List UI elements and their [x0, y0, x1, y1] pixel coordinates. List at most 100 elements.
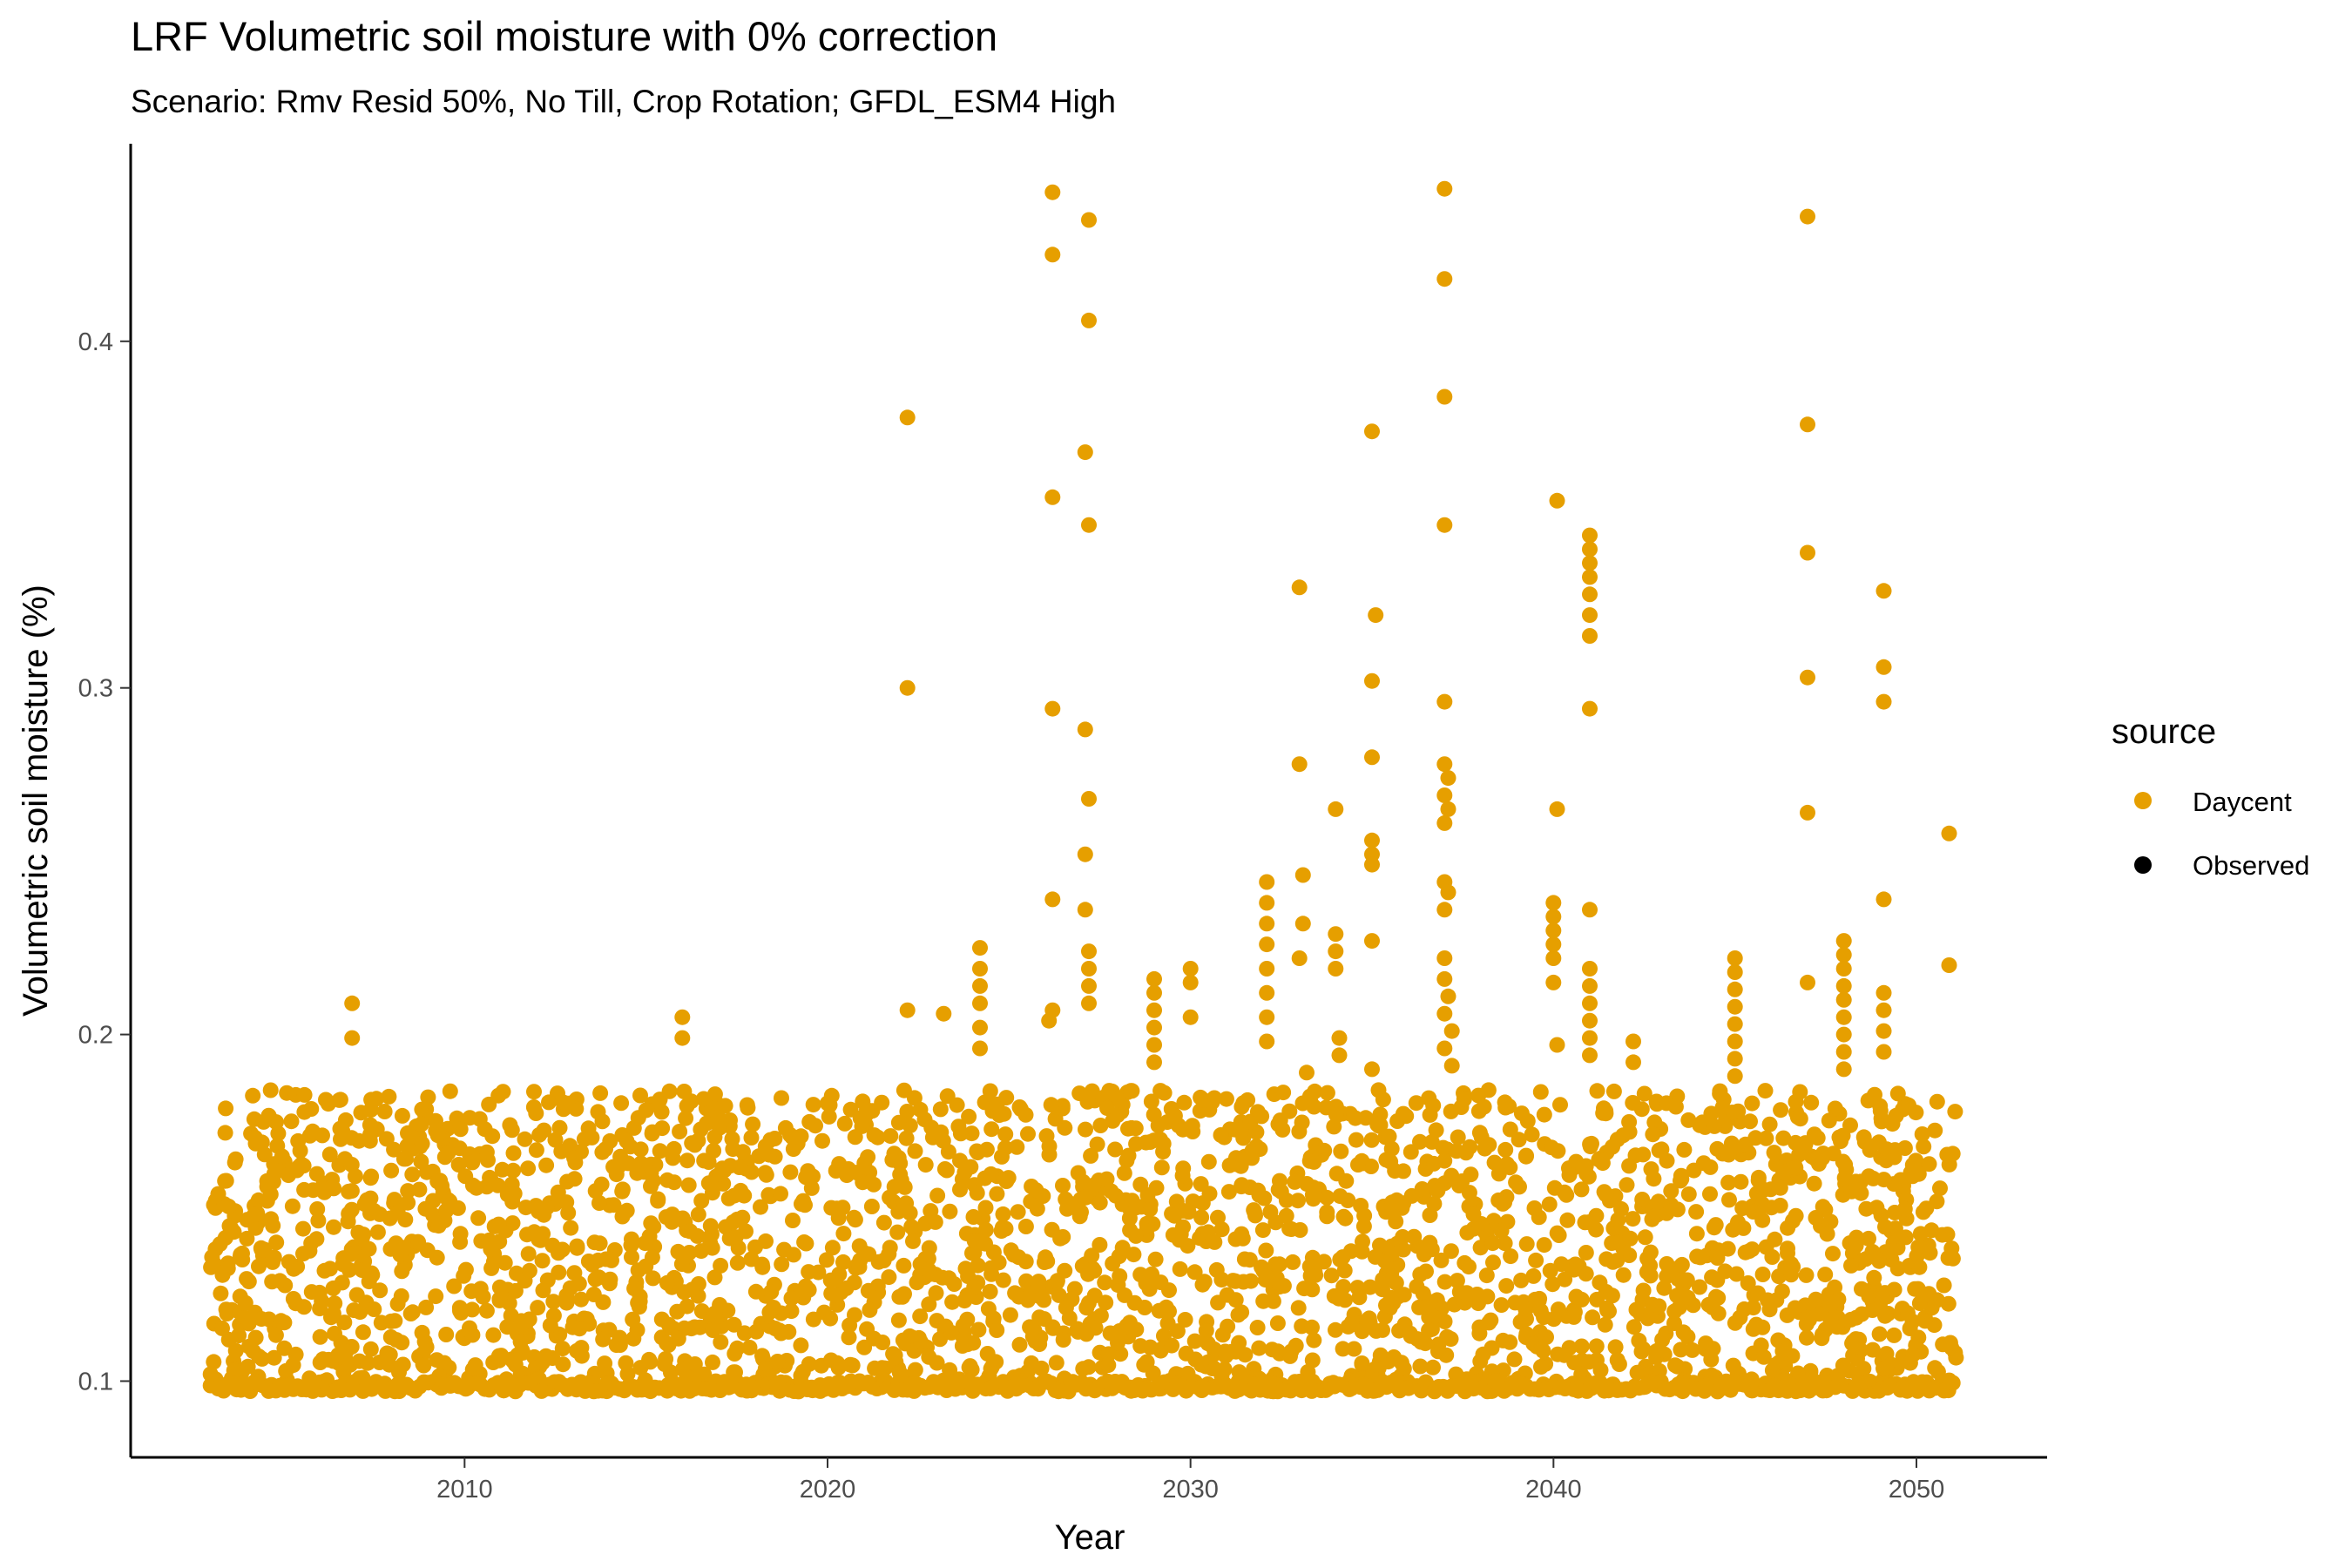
- data-point: [1376, 1308, 1393, 1325]
- data-point: [1436, 950, 1453, 966]
- data-point: [1702, 1159, 1719, 1175]
- data-point: [470, 1210, 487, 1227]
- data-point: [507, 1282, 524, 1299]
- data-point: [1071, 1208, 1088, 1225]
- data-point: [1139, 1215, 1155, 1232]
- data-point: [670, 1243, 686, 1260]
- data-point: [1011, 1336, 1028, 1353]
- data-point: [1637, 1229, 1653, 1246]
- data-point: [1315, 1254, 1332, 1270]
- data-point: [979, 1346, 996, 1362]
- data-point: [1291, 1123, 1308, 1139]
- data-point: [1386, 1349, 1402, 1365]
- data-point: [805, 1311, 821, 1328]
- data-point: [1592, 1362, 1609, 1378]
- data-point: [1269, 1315, 1286, 1331]
- data-point: [1667, 1357, 1683, 1374]
- data-point: [795, 1193, 812, 1209]
- data-point: [1146, 1002, 1162, 1018]
- data-point: [747, 1239, 763, 1255]
- data-point: [1827, 1279, 1843, 1295]
- data-point: [354, 1262, 370, 1278]
- data-point: [601, 1321, 618, 1338]
- data-point: [255, 1113, 272, 1130]
- data-point: [526, 1224, 543, 1240]
- data-point: [1734, 1200, 1751, 1216]
- data-point: [625, 1311, 641, 1328]
- data-point: [1619, 1177, 1635, 1193]
- data-point: [1146, 1019, 1162, 1036]
- data-point: [705, 1354, 720, 1370]
- data-point: [280, 1254, 297, 1270]
- data-point: [1225, 1273, 1241, 1289]
- x-tick-label: 2030: [1162, 1476, 1219, 1504]
- data-point: [886, 1179, 902, 1195]
- data-point: [1152, 1083, 1169, 1099]
- data-point: [690, 1206, 706, 1223]
- data-point: [1227, 1121, 1244, 1138]
- data-point: [389, 1295, 406, 1312]
- data-point: [928, 1285, 944, 1301]
- data-point: [1808, 1291, 1824, 1308]
- data-point: [483, 1241, 499, 1257]
- data-point: [1498, 1278, 1515, 1294]
- data-point: [534, 1253, 551, 1269]
- data-point: [453, 1305, 470, 1321]
- data-point: [1800, 1309, 1816, 1326]
- data-point: [1041, 1012, 1058, 1029]
- data-point: [982, 1283, 998, 1300]
- data-point: [1275, 1085, 1292, 1101]
- data-point: [962, 1358, 978, 1375]
- data-point: [1680, 1289, 1696, 1306]
- data-point: [1688, 1204, 1705, 1220]
- data-point: [898, 1130, 915, 1146]
- data-point: [1688, 1226, 1705, 1242]
- data-point: [1835, 933, 1852, 950]
- data-point: [1526, 1200, 1543, 1216]
- data-point: [659, 1274, 675, 1291]
- data-point: [1112, 1268, 1128, 1284]
- data-point: [773, 1186, 788, 1202]
- data-point: [1278, 1192, 1294, 1208]
- data-point: [972, 961, 988, 977]
- data-point: [754, 1348, 770, 1364]
- data-point: [678, 1110, 694, 1126]
- data-point: [1346, 1341, 1362, 1357]
- data-point: [1802, 1362, 1819, 1379]
- data-point: [1227, 1292, 1244, 1308]
- data-point: [1513, 1272, 1530, 1288]
- data-point: [334, 1274, 350, 1291]
- data-point: [1561, 1166, 1578, 1183]
- data-point: [1887, 1142, 1903, 1159]
- data-point: [1582, 977, 1598, 994]
- data-point: [1081, 791, 1097, 807]
- data-point: [1821, 1112, 1837, 1129]
- data-point: [777, 1119, 794, 1136]
- data-point: [1835, 1009, 1852, 1025]
- data-point: [641, 1351, 658, 1368]
- data-point: [1582, 541, 1598, 558]
- data-point: [305, 1182, 321, 1199]
- data-point: [1485, 1254, 1501, 1271]
- data-point: [338, 1343, 355, 1360]
- data-point: [417, 1200, 434, 1217]
- data-point: [1914, 1126, 1930, 1142]
- data-point: [475, 1288, 491, 1305]
- data-point: [1831, 1129, 1848, 1146]
- data-point: [1120, 1147, 1137, 1164]
- data-point: [1169, 1323, 1186, 1340]
- data-point: [693, 1303, 710, 1320]
- data-point: [1582, 555, 1598, 571]
- data-point: [1588, 1338, 1605, 1355]
- data-point: [1550, 1346, 1566, 1362]
- data-point: [1051, 1287, 1067, 1303]
- data-point: [1944, 1146, 1961, 1162]
- data-point: [1545, 895, 1562, 911]
- data-point: [969, 1185, 985, 1201]
- data-point: [266, 1349, 282, 1366]
- data-point: [585, 1287, 602, 1302]
- data-point: [542, 1317, 558, 1334]
- data-point: [983, 1260, 999, 1276]
- data-point: [1625, 1095, 1641, 1111]
- data-point: [1889, 1085, 1906, 1102]
